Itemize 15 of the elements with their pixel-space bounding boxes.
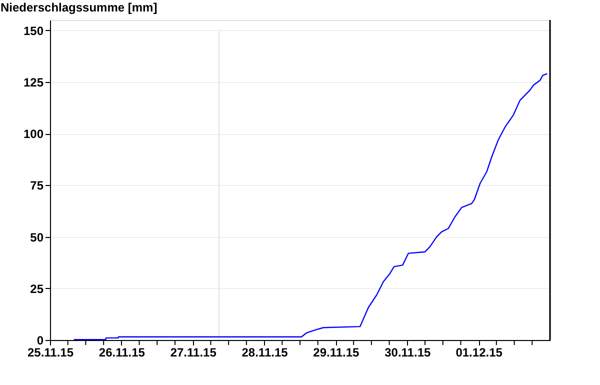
x-tick-label: 28.11.15 (242, 346, 288, 360)
x-tick-label: 25.11.15 (27, 346, 74, 360)
y-axis-title: Niederschlagssumme [mm] (0, 0, 158, 14)
y-tick-label: 25 (30, 282, 44, 296)
x-tick-label: 27.11.15 (170, 346, 217, 360)
y-tick-label: 100 (23, 127, 44, 142)
x-tick-label: 26.11.15 (98, 346, 146, 360)
y-tick-label: 0 (36, 334, 44, 348)
x-tick-label: 01.12.15 (456, 346, 503, 360)
y-tick-label: 150 (23, 24, 44, 38)
y-tick-label: 50 (30, 230, 44, 244)
y-tick-label: 125 (23, 75, 44, 90)
x-tick-label: 30.11.15 (384, 346, 431, 360)
y-tick-label: 75 (30, 178, 44, 193)
x-tick-label: 29.11.15 (313, 346, 360, 360)
